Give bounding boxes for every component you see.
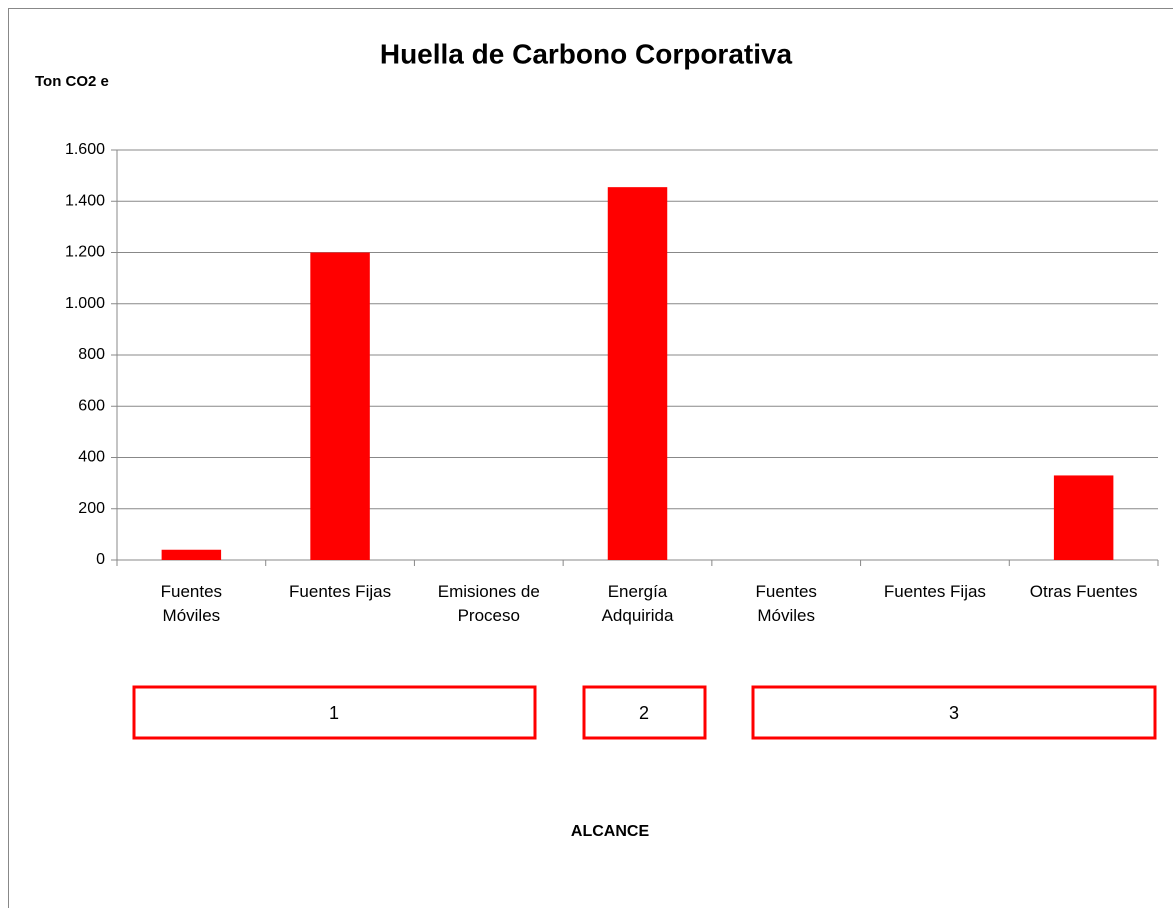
y-tick-label: 0 bbox=[96, 551, 105, 568]
y-tick-label: 400 bbox=[78, 449, 105, 466]
y-tick-label: 1.400 bbox=[65, 192, 105, 209]
group-box bbox=[751, 685, 1157, 740]
x-tick-label: Energía Adquirida bbox=[601, 582, 674, 625]
x-axis-title: ALCANCE bbox=[571, 823, 650, 840]
x-tick-label: Fuentes Fijas bbox=[883, 582, 986, 601]
y-tick-label: 800 bbox=[78, 346, 105, 363]
group-label: 2 bbox=[639, 703, 649, 723]
y-tick-label: 1.600 bbox=[65, 141, 105, 158]
x-tick-label: Fuentes Móviles bbox=[755, 582, 817, 625]
x-tick-label: Fuentes Móviles bbox=[160, 582, 223, 625]
x-tick-label: Emisiones de Proceso bbox=[437, 582, 540, 625]
bar bbox=[1053, 475, 1114, 560]
bar bbox=[161, 549, 222, 560]
y-tick-label: 1.200 bbox=[65, 244, 105, 261]
bar bbox=[310, 252, 370, 560]
y-tick-label: 200 bbox=[78, 500, 105, 517]
chart-frame bbox=[8, 8, 1173, 908]
group-box bbox=[582, 685, 707, 740]
group-label: 1 bbox=[329, 703, 339, 723]
y-tick-label: 600 bbox=[78, 397, 105, 414]
group-box bbox=[132, 685, 537, 740]
x-tick-label: Otras Fuentes bbox=[1029, 582, 1138, 601]
x-tick-label: Fuentes Fijas bbox=[289, 582, 392, 601]
chart-title: Huella de Carbono Corporativa bbox=[380, 38, 793, 69]
group-label: 3 bbox=[949, 703, 959, 723]
y-axis-title: Ton CO2 e bbox=[35, 73, 109, 90]
y-tick-label: 1.000 bbox=[65, 295, 105, 312]
bar bbox=[607, 187, 668, 560]
